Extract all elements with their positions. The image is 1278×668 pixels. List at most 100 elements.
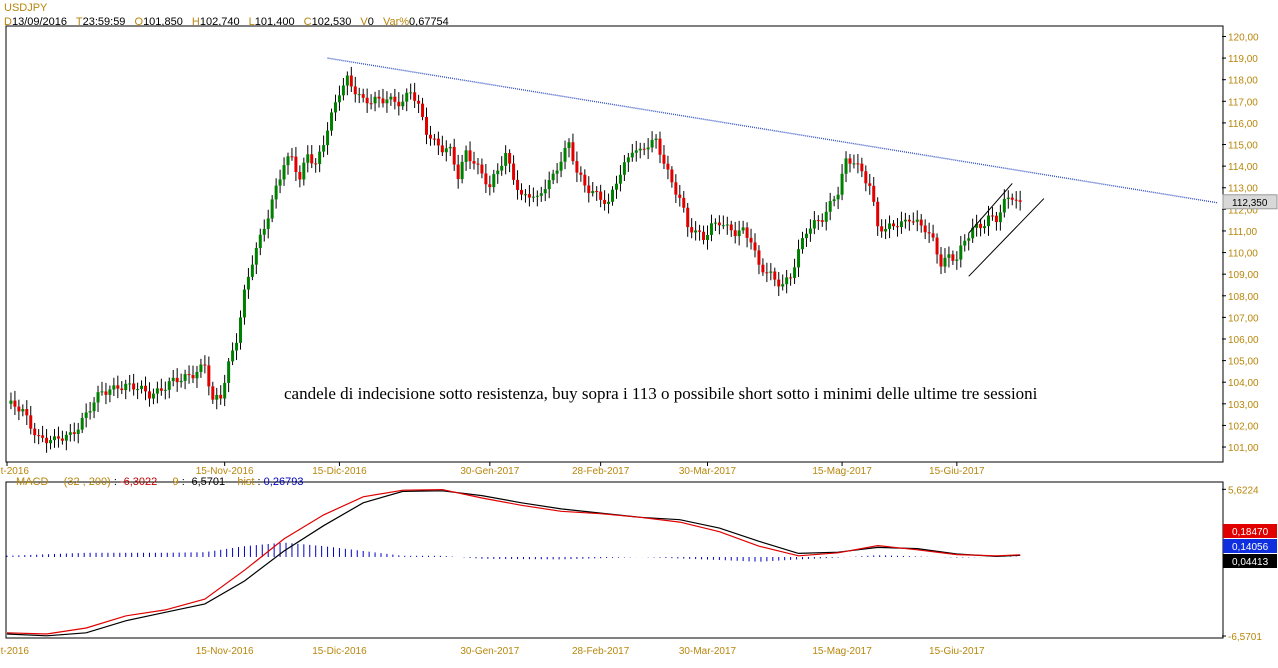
candle-body: [721, 225, 725, 227]
candle-body: [935, 237, 939, 255]
candle-body: [397, 101, 401, 107]
candle-body: [986, 215, 990, 227]
candle-body: [939, 254, 943, 267]
macd-name: MACD: [16, 476, 49, 488]
candle-body: [468, 150, 472, 162]
candle-body: [527, 194, 531, 198]
price-y-tick-label: 114,00: [1228, 162, 1258, 173]
candle-body: [658, 138, 662, 155]
candle-body: [413, 92, 417, 101]
candle-body: [242, 289, 246, 318]
candle-body: [915, 219, 919, 222]
candle-body: [781, 284, 785, 287]
candle-body: [124, 383, 128, 391]
candle-body: [199, 364, 203, 372]
candle-body: [880, 226, 884, 232]
candle-body: [868, 183, 872, 186]
candle-body: [476, 163, 480, 165]
macd-x-tick-label: -Set-2016: [0, 646, 29, 657]
candle-body: [318, 151, 322, 164]
price-y-tick-label: 113,00: [1228, 184, 1258, 195]
candle-body: [294, 156, 298, 172]
candle-body: [804, 233, 808, 239]
candle-body: [444, 148, 448, 153]
candle-body: [448, 146, 452, 149]
open-label: O: [134, 16, 144, 28]
candle-body: [828, 201, 832, 212]
candle-body: [84, 412, 88, 418]
candle-body: [816, 220, 820, 222]
candle-body: [741, 227, 745, 231]
candle-body: [583, 174, 587, 186]
price-x-tick-label: 28-Feb-2017: [572, 466, 630, 477]
candle-body: [911, 221, 915, 223]
candle-body: [171, 377, 175, 382]
candle-body: [68, 432, 72, 435]
candle-body: [425, 116, 429, 135]
price-y-tick-label: 101,00: [1228, 443, 1259, 454]
candle-body: [417, 100, 421, 104]
macd-right-label: 0,14056: [1232, 542, 1269, 553]
candle-body: [757, 250, 761, 265]
candle-body: [326, 130, 330, 146]
candle-body: [611, 189, 615, 202]
candle-body: [215, 394, 219, 400]
candle-body: [713, 222, 717, 224]
price-y-tick-label: 111,00: [1228, 227, 1258, 238]
candle-body: [694, 230, 698, 233]
candle-body: [1006, 197, 1010, 199]
candle-body: [29, 415, 33, 429]
candle-body: [547, 180, 551, 190]
candle-body: [634, 150, 638, 153]
macd-y-tick-label: 5,6224: [1228, 485, 1259, 496]
candle-body: [923, 225, 927, 233]
candle-body: [888, 223, 892, 229]
candle-body: [709, 223, 713, 235]
candle-body: [832, 199, 836, 202]
candle-body: [88, 411, 92, 413]
candle-body: [108, 389, 112, 395]
candle-body: [872, 185, 876, 202]
macd-y-tick-label: -6,5701: [1228, 632, 1262, 643]
candle-body: [484, 173, 488, 185]
candle-body: [302, 162, 306, 180]
candle-body: [607, 201, 611, 204]
candle-body: [17, 406, 21, 412]
price-y-tick-label: 112,00: [1228, 205, 1258, 216]
candle-body: [690, 227, 694, 233]
candle-body: [575, 161, 579, 173]
candle-body: [314, 163, 318, 165]
candle-body: [733, 230, 737, 237]
candle-body: [523, 194, 527, 196]
candle-body: [104, 391, 108, 395]
candle-body: [919, 219, 923, 226]
hist-label: hist: [237, 476, 255, 488]
candle-body: [132, 383, 136, 390]
candle-body: [955, 259, 959, 261]
candle-body: [361, 94, 365, 98]
candle-body: [959, 245, 963, 260]
candle-body: [745, 227, 749, 238]
macd-x-tick-label: 15-Mag-2017: [812, 646, 872, 657]
symbol-title: USDJPY: [4, 2, 48, 14]
candle-body: [25, 409, 29, 416]
macd-right-label-box: [1223, 554, 1277, 568]
candle-body: [112, 385, 116, 390]
signal-label: 9: [172, 476, 179, 488]
candle-body: [9, 400, 13, 404]
candle-body: [159, 388, 163, 391]
candle-body: [820, 220, 824, 222]
candle-body: [789, 277, 793, 279]
candle-body: [500, 165, 504, 171]
candle-body: [195, 371, 199, 379]
candle-body: [274, 185, 278, 200]
candle-body: [116, 385, 120, 389]
candle-body: [290, 156, 294, 158]
candle-body: [187, 374, 191, 376]
candle-body: [258, 234, 262, 249]
candle-body: [96, 392, 100, 403]
candle-body: [844, 158, 848, 174]
high-label: H: [191, 16, 200, 28]
macd-x-tick-label: 28-Feb-2017: [572, 646, 630, 657]
